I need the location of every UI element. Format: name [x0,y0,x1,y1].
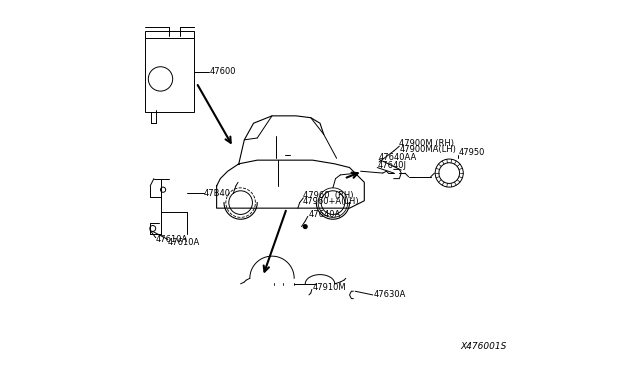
Circle shape [148,67,173,91]
Text: 47960+A(LH): 47960+A(LH) [303,197,359,206]
Circle shape [435,159,463,187]
Text: 47910M: 47910M [312,283,346,292]
Circle shape [150,225,156,231]
Text: X476001S: X476001S [460,342,507,351]
Text: 47640J: 47640J [377,161,406,170]
Text: 47900M (RH): 47900M (RH) [399,139,454,148]
Circle shape [321,191,345,214]
Text: 47610A: 47610A [156,235,188,244]
Circle shape [161,187,166,192]
Text: 47B40: 47B40 [204,189,230,198]
Text: 47640AA: 47640AA [379,153,417,162]
Text: 47610A: 47610A [168,238,200,247]
Text: 47640A: 47640A [308,210,340,219]
Text: 47600: 47600 [209,67,236,76]
Circle shape [439,163,460,183]
Circle shape [229,191,252,214]
Text: 47630A: 47630A [374,291,406,299]
Text: 47950: 47950 [458,148,485,157]
Text: 47900MA(LH): 47900MA(LH) [399,145,456,154]
FancyBboxPatch shape [145,31,195,112]
Circle shape [303,225,307,228]
Text: 47960  (RH): 47960 (RH) [303,191,354,200]
